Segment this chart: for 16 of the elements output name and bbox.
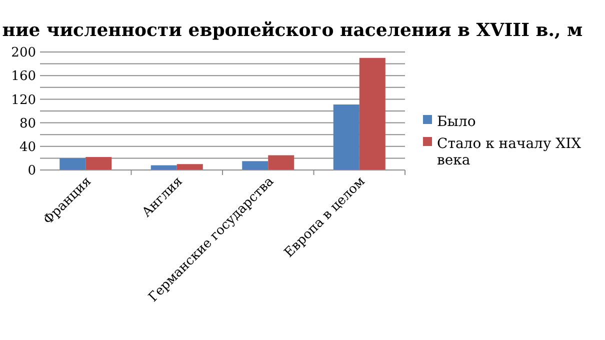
bar (60, 158, 86, 170)
y-tick-label: 0 (28, 164, 36, 179)
bar (359, 58, 386, 170)
bar (333, 104, 360, 170)
bar (268, 155, 294, 170)
legend-label: Стало к началу XIX века (437, 136, 582, 169)
y-tick-label: 80 (19, 116, 36, 132)
bar (176, 164, 203, 170)
y-tick-label: 200 (11, 46, 36, 61)
legend-label: Было (437, 114, 476, 130)
chart-title: ние численности европейского населения в XVIII в., м (2, 20, 584, 41)
y-tick-label: 40 (19, 140, 36, 155)
y-tick-label: 160 (11, 69, 36, 84)
bar (242, 161, 268, 170)
bar (86, 157, 112, 170)
y-tick-label: 120 (11, 92, 36, 108)
